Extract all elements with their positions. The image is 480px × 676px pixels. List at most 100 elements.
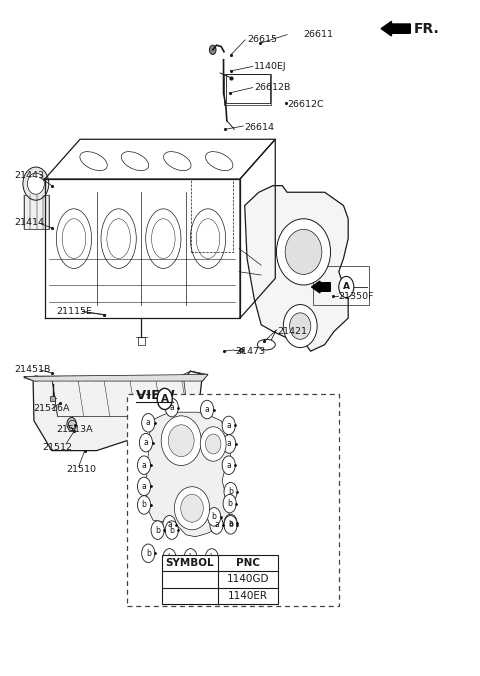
Ellipse shape bbox=[161, 416, 201, 466]
Polygon shape bbox=[33, 371, 203, 451]
Circle shape bbox=[142, 414, 155, 432]
Ellipse shape bbox=[285, 229, 322, 274]
Text: b: b bbox=[146, 549, 151, 558]
Text: b: b bbox=[188, 554, 193, 562]
Text: b: b bbox=[212, 512, 216, 521]
Text: 21115E: 21115E bbox=[57, 307, 93, 316]
Circle shape bbox=[163, 516, 176, 534]
Text: 26611: 26611 bbox=[303, 30, 334, 39]
Circle shape bbox=[137, 496, 151, 514]
Text: a: a bbox=[228, 519, 233, 528]
Polygon shape bbox=[24, 375, 208, 381]
Text: 21350F: 21350F bbox=[339, 293, 374, 301]
Text: a: a bbox=[167, 521, 172, 529]
Text: b: b bbox=[142, 500, 146, 510]
Text: 1140ER: 1140ER bbox=[228, 591, 268, 601]
Text: b: b bbox=[227, 499, 232, 508]
Circle shape bbox=[165, 398, 179, 417]
Text: 21516A: 21516A bbox=[33, 404, 70, 414]
Text: b: b bbox=[167, 554, 172, 562]
Text: 1140EJ: 1140EJ bbox=[254, 62, 287, 71]
Ellipse shape bbox=[276, 219, 331, 285]
Text: b: b bbox=[169, 526, 174, 535]
Ellipse shape bbox=[257, 339, 275, 350]
Bar bbox=[191, 179, 233, 252]
Text: 21513A: 21513A bbox=[57, 425, 93, 434]
Text: b: b bbox=[209, 554, 214, 562]
Circle shape bbox=[184, 571, 196, 588]
Circle shape bbox=[142, 544, 155, 562]
Circle shape bbox=[201, 400, 214, 419]
Polygon shape bbox=[146, 412, 230, 537]
Text: PNC: PNC bbox=[236, 558, 260, 568]
Circle shape bbox=[209, 45, 216, 55]
Text: a: a bbox=[227, 461, 231, 470]
Text: a: a bbox=[227, 439, 231, 448]
Text: 21414: 21414 bbox=[14, 218, 44, 226]
Ellipse shape bbox=[27, 173, 44, 194]
Circle shape bbox=[224, 483, 237, 501]
Ellipse shape bbox=[205, 434, 221, 454]
Circle shape bbox=[223, 435, 236, 454]
Text: b: b bbox=[155, 526, 160, 535]
Bar bbox=[24, 195, 49, 229]
Circle shape bbox=[205, 549, 218, 567]
Bar bbox=[162, 554, 277, 604]
Text: FR.: FR. bbox=[414, 22, 440, 36]
Text: a: a bbox=[144, 438, 148, 447]
Text: a: a bbox=[169, 403, 174, 412]
Text: a: a bbox=[227, 421, 231, 430]
Circle shape bbox=[224, 516, 237, 534]
Text: 21510: 21510 bbox=[66, 464, 96, 474]
Text: 26612B: 26612B bbox=[254, 83, 290, 92]
Text: 21512: 21512 bbox=[42, 443, 72, 452]
Circle shape bbox=[184, 549, 197, 567]
Text: b: b bbox=[228, 487, 233, 496]
Polygon shape bbox=[24, 371, 208, 381]
Circle shape bbox=[222, 456, 235, 475]
Circle shape bbox=[137, 456, 151, 475]
Text: b: b bbox=[228, 521, 233, 529]
Polygon shape bbox=[245, 186, 348, 352]
Circle shape bbox=[157, 388, 172, 410]
Text: 21421: 21421 bbox=[277, 327, 308, 336]
Bar bbox=[138, 337, 144, 345]
Text: b: b bbox=[188, 592, 192, 600]
Text: 26615: 26615 bbox=[247, 35, 277, 45]
Circle shape bbox=[224, 514, 237, 533]
Circle shape bbox=[210, 516, 223, 534]
FancyBboxPatch shape bbox=[127, 394, 339, 606]
Circle shape bbox=[222, 416, 235, 435]
Ellipse shape bbox=[181, 494, 204, 522]
Circle shape bbox=[67, 418, 76, 431]
Text: 21473: 21473 bbox=[235, 347, 265, 356]
Text: 26614: 26614 bbox=[245, 123, 275, 132]
Circle shape bbox=[207, 508, 221, 526]
Text: 21451B: 21451B bbox=[14, 365, 50, 375]
Circle shape bbox=[184, 587, 196, 604]
Text: 26612C: 26612C bbox=[287, 100, 324, 110]
Text: A: A bbox=[343, 283, 350, 291]
Text: 1140GD: 1140GD bbox=[227, 575, 269, 585]
Circle shape bbox=[339, 276, 354, 297]
Ellipse shape bbox=[289, 313, 311, 339]
Text: a: a bbox=[204, 405, 209, 414]
Text: a: a bbox=[146, 418, 151, 427]
FancyArrow shape bbox=[312, 281, 330, 293]
Text: a: a bbox=[142, 482, 146, 491]
FancyArrow shape bbox=[381, 22, 410, 36]
Circle shape bbox=[137, 477, 151, 496]
Text: a: a bbox=[142, 461, 146, 470]
Text: SYMBOL: SYMBOL bbox=[166, 558, 215, 568]
Ellipse shape bbox=[168, 425, 194, 456]
Text: a: a bbox=[188, 575, 192, 584]
Bar bbox=[50, 396, 55, 401]
Text: 21443: 21443 bbox=[14, 171, 44, 180]
Ellipse shape bbox=[200, 427, 226, 461]
Circle shape bbox=[223, 494, 236, 513]
Ellipse shape bbox=[174, 487, 210, 530]
Circle shape bbox=[165, 521, 179, 539]
Circle shape bbox=[151, 521, 164, 539]
Circle shape bbox=[163, 549, 176, 567]
Text: A: A bbox=[161, 394, 169, 404]
